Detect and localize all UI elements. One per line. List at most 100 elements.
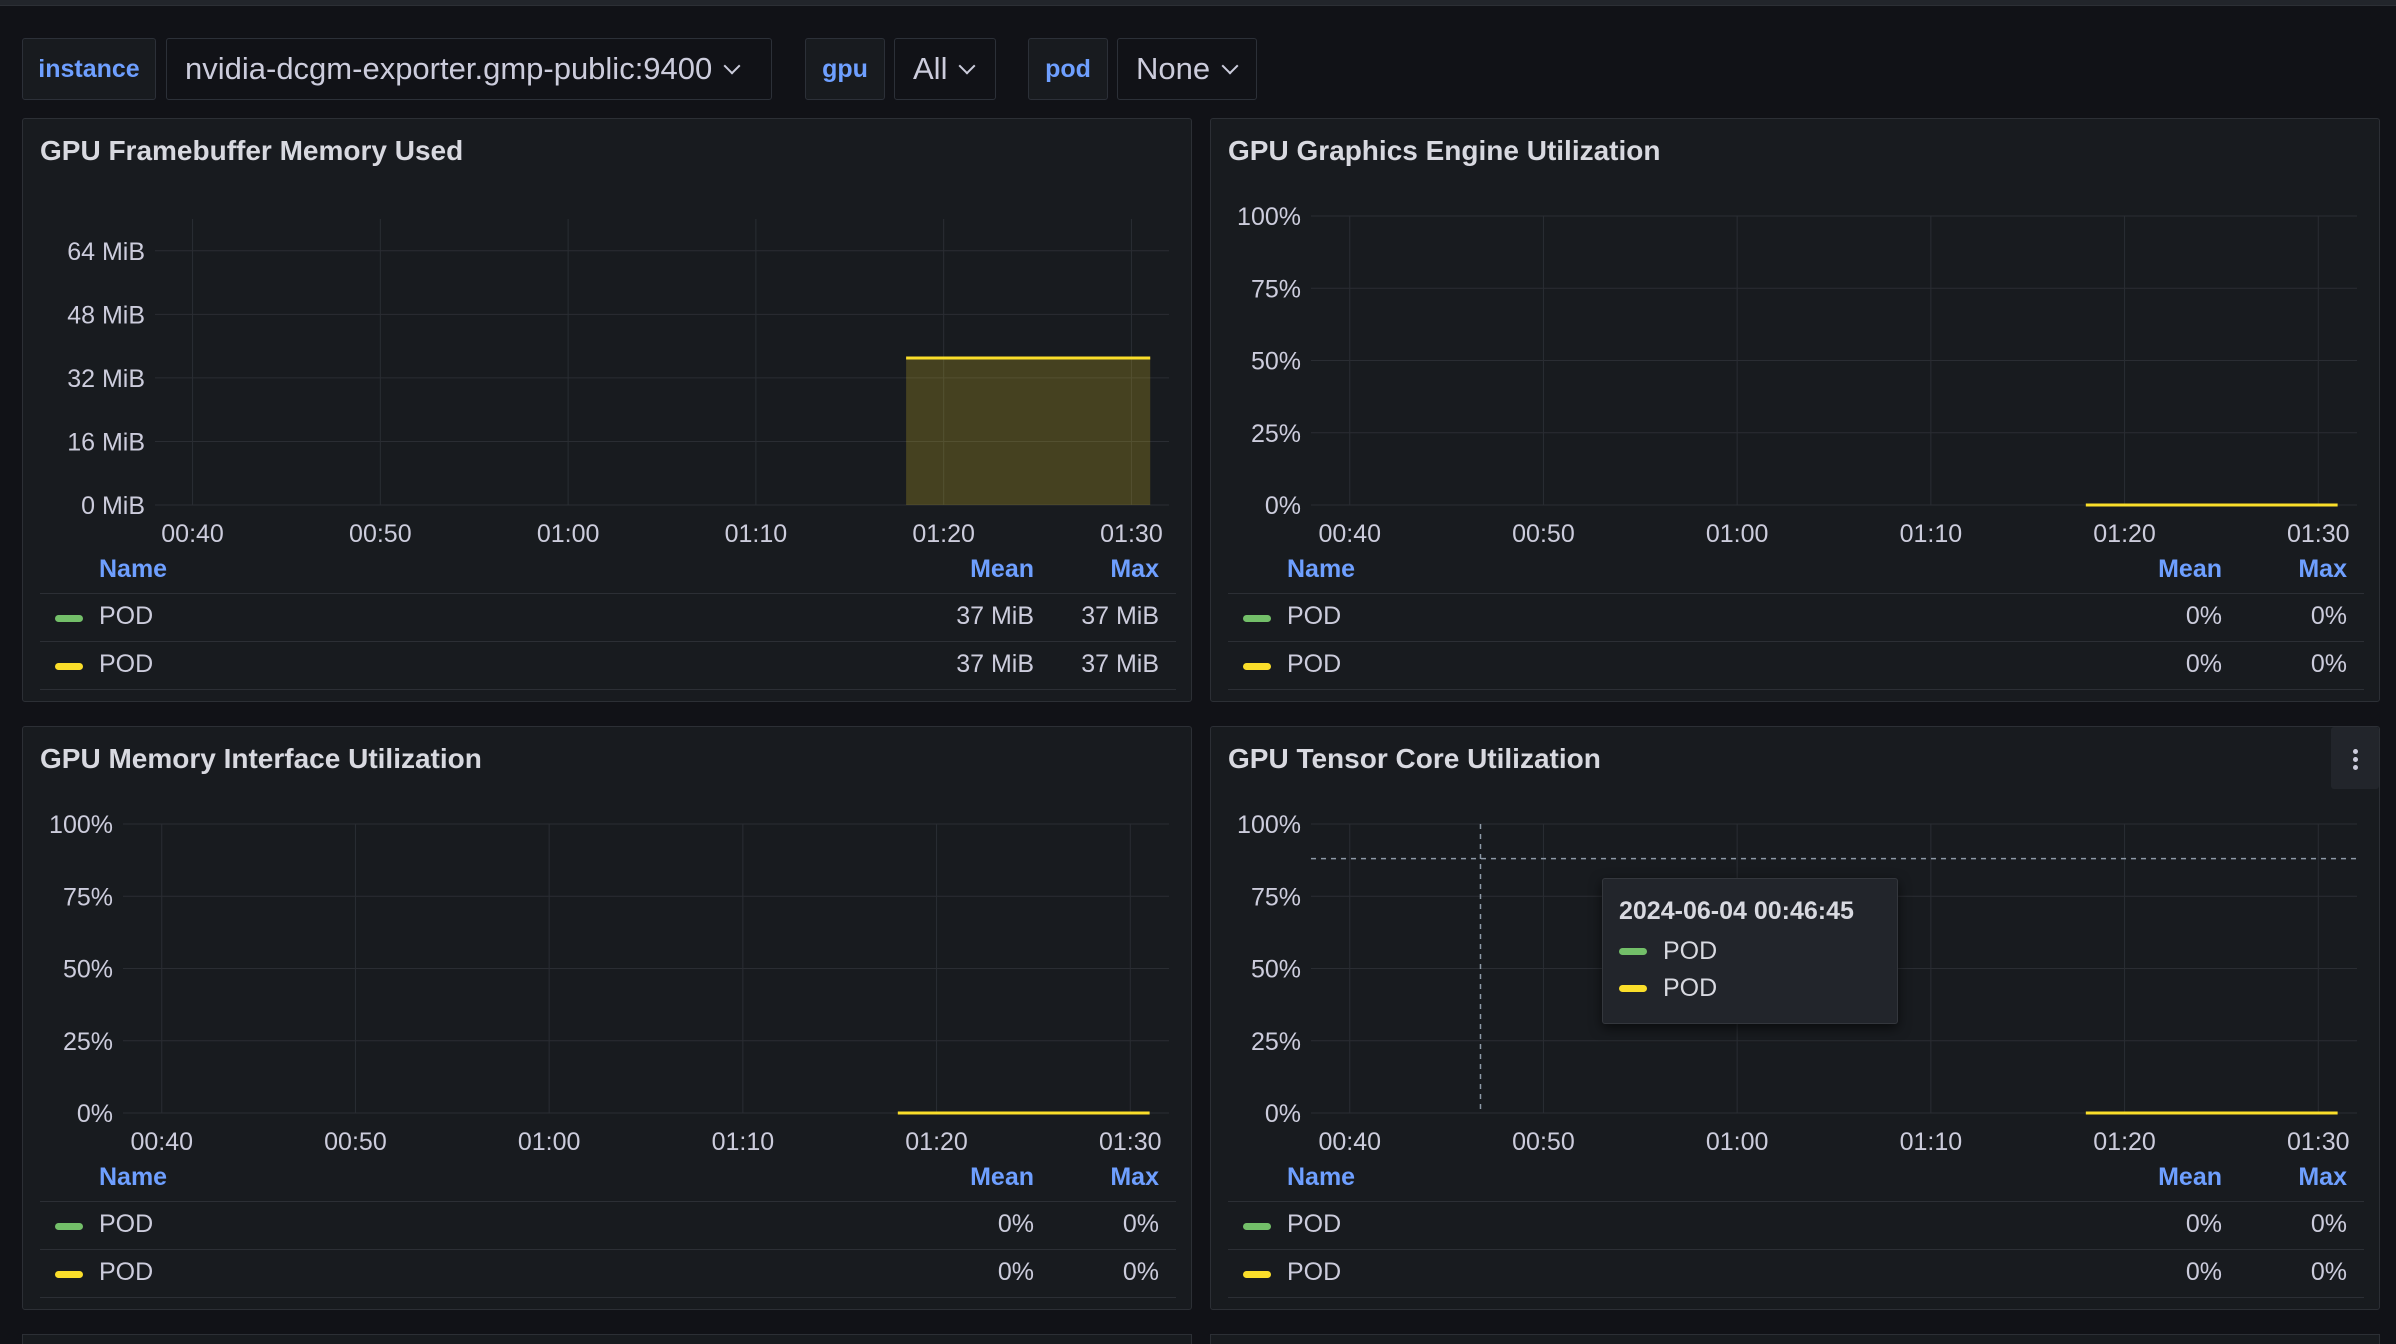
legend-header-mean[interactable]: Mean [2158,555,2222,583]
legend-series-name: POD [1287,650,1342,678]
panel-title: GPU Graphics Engine Utilization [1228,135,1661,166]
legend-header-max[interactable]: Max [1110,1163,1159,1191]
y-tick-label: 75% [1251,275,1301,303]
chevron-down-icon [723,57,741,75]
legend-header-mean[interactable]: Mean [970,1163,1034,1191]
gpu-variable-value: All [913,51,948,86]
x-tick-label: 01:20 [905,1128,968,1156]
legend-row[interactable]: POD 37 MiB 37 MiB [40,642,1176,690]
series-color-swatch [1243,1223,1271,1230]
panel-partial [1210,1334,2380,1344]
legend-series-max: 0% [2310,602,2347,630]
y-tick-label: 16 MiB [67,428,145,456]
chart-tooltip: 2024-06-04 00:46:45 POD POD [1602,878,1898,1024]
legend-series-max: 0% [2310,650,2347,678]
series-area [906,358,1151,505]
legend-header: Name Mean Max [1228,555,2364,594]
legend-series-max: 0% [2310,1210,2347,1238]
legend-header: Name Mean Max [40,1163,1176,1202]
series-color-swatch [1243,663,1271,670]
more-vertical-icon [2353,757,2358,762]
legend-header-max[interactable]: Max [2298,555,2347,583]
instance-variable-select[interactable]: nvidia-dcgm-exporter.gmp-public:9400 [166,38,772,100]
pod-variable-select[interactable]: None [1117,38,1257,100]
series-color-swatch [55,1223,83,1230]
legend-series-mean: 37 MiB [956,650,1034,678]
legend-table: Name Mean Max POD 37 MiB 37 MiB POD 37 M… [40,555,1176,690]
x-tick-label: 01:30 [2287,520,2350,548]
y-tick-label: 0% [1265,1100,1301,1128]
y-tick-label: 0% [1265,492,1301,520]
legend-series-name: POD [99,1258,154,1286]
y-tick-label: 100% [1237,811,1301,839]
legend-row[interactable]: POD 37 MiB 37 MiB [40,594,1176,642]
series-color-swatch [55,1271,83,1278]
x-tick-label: 00:40 [1318,1128,1381,1156]
tooltip-time: 2024-06-04 00:46:45 [1619,897,1854,925]
panel-title: GPU Tensor Core Utilization [1228,743,1601,774]
top-bar-edge [0,0,2396,6]
panel-framebuffer-memory[interactable]: GPU Framebuffer Memory Used 0 MiB 16 MiB 3… [22,118,1192,702]
panel-partial [22,1334,1192,1344]
panel-memory-interface[interactable]: GPU Memory Interface Utilization 0% 25% 50… [22,726,1192,1310]
legend-header-mean[interactable]: Mean [970,555,1034,583]
x-tick-label: 01:00 [1706,1128,1769,1156]
legend-series-mean: 0% [2185,1258,2222,1286]
x-tick-label: 01:20 [912,520,975,548]
x-tick-label: 00:40 [1318,520,1381,548]
legend-table: Name Mean Max POD 0% 0% POD 0% 0% [1228,1163,2364,1298]
y-tick-label: 75% [63,883,113,911]
y-tick-label: 25% [63,1028,113,1056]
legend-header-name[interactable]: Name [99,1163,168,1191]
panel-graphics-engine[interactable]: GPU Graphics Engine Utilization 0% 25% 50%… [1210,118,2380,702]
legend-series-name: POD [1287,1210,1342,1238]
legend-row[interactable]: POD 0% 0% [1228,1202,2364,1250]
x-tick-label: 01:00 [1706,520,1769,548]
x-tick-label: 01:10 [1900,520,1963,548]
chevron-down-icon [958,57,976,75]
legend-series-max: 37 MiB [1081,602,1159,630]
legend-header-name[interactable]: Name [1287,1163,1356,1191]
pod-variable-label: pod [1028,38,1108,100]
gpu-variable-label: gpu [805,38,885,100]
x-tick-label: 00:40 [161,520,224,548]
legend-series-mean: 0% [2185,602,2222,630]
legend-header-max[interactable]: Max [2298,1163,2347,1191]
panel-tensor-core[interactable]: GPU Tensor Core Utilization 0% 25% 50% 75% 1… [1210,726,2380,1310]
x-tick-label: 01:00 [518,1128,581,1156]
legend-row[interactable]: POD 0% 0% [1228,594,2364,642]
y-tick-label: 48 MiB [67,301,145,329]
legend-row[interactable]: POD 0% 0% [40,1202,1176,1250]
legend-header-name[interactable]: Name [99,555,168,583]
legend-series-mean: 0% [997,1210,1034,1238]
panel-title: GPU Memory Interface Utilization [40,743,482,774]
legend-header-name[interactable]: Name [1287,555,1356,583]
chart[interactable]: 0% 25% 50% 75% 100% 00:40 00:50 01:00 01:10 01:20… [23,727,1193,1311]
x-tick-label: 01:10 [1900,1128,1963,1156]
chart[interactable]: 0% 25% 50% 75% 100% 00:40 00:50 01:00 01:10 01:20… [1211,119,2381,703]
legend-row[interactable]: POD 0% 0% [1228,1250,2364,1298]
legend-header-max[interactable]: Max [1110,555,1159,583]
legend-row[interactable]: POD 0% 0% [1228,642,2364,690]
y-tick-label: 32 MiB [67,365,145,393]
chevron-down-icon [1221,57,1239,75]
legend-table: Name Mean Max POD 0% 0% POD 0% 0% [40,1163,1176,1298]
tooltip-series-name: POD [1663,937,1718,965]
legend-series-max: 0% [2310,1258,2347,1286]
y-tick-label: 25% [1251,420,1301,448]
x-tick-label: 01:30 [2287,1128,2350,1156]
gpu-variable-select[interactable]: All [894,38,996,100]
panel-menu-button[interactable] [2331,727,2379,789]
y-tick-label: 0% [77,1100,113,1128]
series-color-swatch [1619,948,1647,955]
series-color-swatch [1243,1271,1271,1278]
legend-series-name: POD [99,650,154,678]
legend-series-mean: 37 MiB [956,602,1034,630]
legend-row[interactable]: POD 0% 0% [40,1250,1176,1298]
legend-header-mean[interactable]: Mean [2158,1163,2222,1191]
x-tick-label: 00:50 [349,520,412,548]
tooltip-series-name: POD [1663,974,1718,1002]
x-tick-label: 00:50 [324,1128,387,1156]
chart[interactable]: 0 MiB 16 MiB 32 MiB 48 MiB 64 MiB 00:40 00:50 0… [23,119,1193,703]
x-tick-label: 00:50 [1512,1128,1575,1156]
